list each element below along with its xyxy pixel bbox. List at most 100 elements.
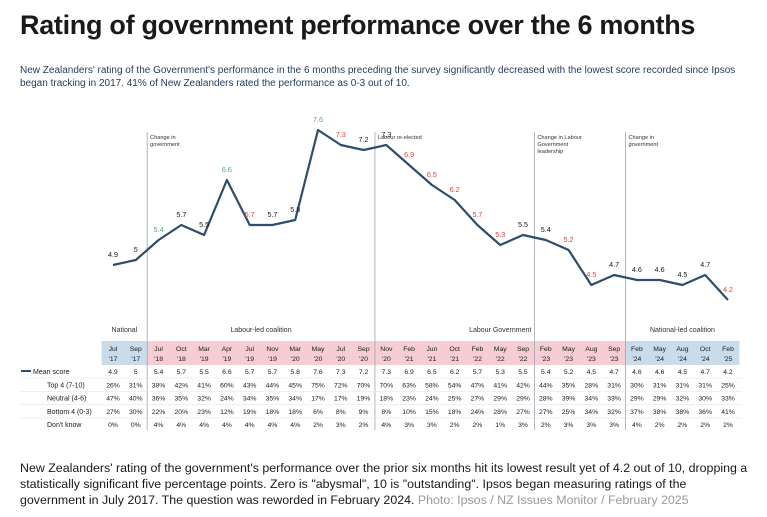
table-cell: 42%	[175, 382, 189, 389]
era-band	[625, 341, 740, 365]
data-label: 5.7	[245, 210, 255, 219]
data-label: 5.5	[518, 220, 528, 229]
data-label: 5.7	[472, 210, 482, 219]
table-cell: 4.7	[700, 369, 710, 376]
table-cell: 2%	[313, 422, 323, 429]
table-cell: 24%	[220, 396, 234, 403]
data-label: 7.6	[313, 115, 323, 124]
era-label: Labour-led coalition	[231, 327, 292, 334]
data-label: 6.2	[450, 185, 460, 194]
table-cell: 3%	[404, 422, 414, 429]
x-month-label: Sep	[608, 346, 620, 353]
x-year-label: '23	[587, 356, 596, 363]
x-year-label: '20	[359, 356, 368, 363]
x-year-label: '17	[131, 356, 140, 363]
table-cell: 5.7	[177, 369, 187, 376]
x-year-label: '19	[200, 356, 209, 363]
table-cell: 42%	[516, 382, 530, 389]
table-cell: 3%	[586, 422, 596, 429]
table-cell: 38%	[152, 382, 166, 389]
table-cell: 24%	[471, 409, 485, 416]
event-annotation: Change in Labour Government leadership	[537, 135, 582, 155]
table-cell: 44%	[539, 382, 553, 389]
table-cell: 18%	[288, 409, 302, 416]
table-cell: 43%	[243, 382, 257, 389]
data-label: 4.6	[655, 265, 665, 274]
x-month-label: Nov	[380, 346, 393, 353]
table-cell: 5.7	[268, 369, 278, 376]
table-cell: 4%	[199, 422, 209, 429]
table-cell: 5	[134, 369, 138, 376]
x-year-label: '23	[564, 356, 573, 363]
x-month-label: May	[312, 346, 325, 353]
table-cell: 5.4	[541, 369, 551, 376]
table-cell: 32%	[197, 396, 211, 403]
x-month-label: May	[494, 346, 507, 353]
table-cell: 6.6	[222, 369, 232, 376]
table-cell: 38%	[653, 409, 667, 416]
table-cell: 23%	[402, 396, 416, 403]
table-cell: 28%	[585, 382, 599, 389]
table-cell: 41%	[493, 382, 507, 389]
table-cell: 45%	[288, 382, 302, 389]
table-cell: 17%	[334, 396, 348, 403]
table-cell: 72%	[334, 382, 348, 389]
x-month-label: May	[653, 346, 666, 353]
table-cell: 34%	[288, 396, 302, 403]
chart-subtitle: New Zealanders' rating of the Government…	[20, 65, 736, 89]
x-year-label: '20	[314, 356, 323, 363]
data-label: 5.2	[564, 235, 574, 244]
x-year-label: '24	[632, 356, 641, 363]
table-cell: 2%	[473, 422, 483, 429]
table-cell: 6.5	[427, 369, 437, 376]
table-cell: 10%	[402, 409, 416, 416]
table-cell: 23%	[197, 409, 211, 416]
table-cell: 4.9	[108, 369, 118, 376]
data-label: 5.5	[199, 220, 209, 229]
table-cell: 22%	[152, 409, 166, 416]
x-month-label: Sep	[130, 346, 142, 353]
table-cell: 54%	[448, 382, 462, 389]
table-cell: 40%	[129, 396, 143, 403]
chart-area: Change in government Labour re-elected Chan…	[20, 115, 742, 430]
table-cell: 2%	[450, 422, 460, 429]
x-year-label: '17	[109, 356, 118, 363]
table-cell: 33%	[607, 396, 621, 403]
table-cell: 47%	[106, 396, 120, 403]
table-cell: 2%	[655, 422, 665, 429]
era-label: Labour Government	[469, 327, 531, 334]
data-label: 5	[134, 245, 138, 254]
table-cell: 31%	[676, 382, 690, 389]
data-label: 6.6	[222, 165, 232, 174]
table-cell: 5.5	[518, 369, 528, 376]
data-label: 4.2	[723, 285, 733, 294]
x-year-label: '22	[473, 356, 482, 363]
table-cell: 3%	[564, 422, 574, 429]
data-label: 4.7	[609, 260, 619, 269]
x-year-label: '19	[245, 356, 254, 363]
data-label: 5.7	[267, 210, 277, 219]
data-label: 5.4	[154, 225, 164, 234]
row-label: Mean score	[33, 369, 70, 376]
table-cell: 2%	[359, 422, 369, 429]
table-cell: 31%	[698, 382, 712, 389]
x-month-label: Mar	[198, 346, 210, 353]
mean-score-line	[112, 128, 729, 301]
table-cell: 4%	[154, 422, 164, 429]
table-cell: 28%	[493, 409, 507, 416]
data-label: 7.2	[359, 135, 369, 144]
chart-title: Rating of government performance over th…	[20, 10, 696, 40]
table-cell: 2%	[700, 422, 710, 429]
x-month-label: Oct	[449, 346, 460, 353]
data-label: 5.3	[495, 230, 505, 239]
data-label: 5.4	[541, 225, 551, 234]
table-cell: 30%	[698, 396, 712, 403]
x-month-label: Nov	[266, 346, 279, 353]
x-year-label: '24	[701, 356, 710, 363]
table-cell: 34%	[243, 396, 257, 403]
table-cell: 36%	[152, 396, 166, 403]
table-cell: 4.5	[587, 369, 597, 376]
table-cell: 18%	[380, 396, 394, 403]
table-cell: 7.3	[336, 369, 346, 376]
table-cell: 0%	[108, 422, 118, 429]
